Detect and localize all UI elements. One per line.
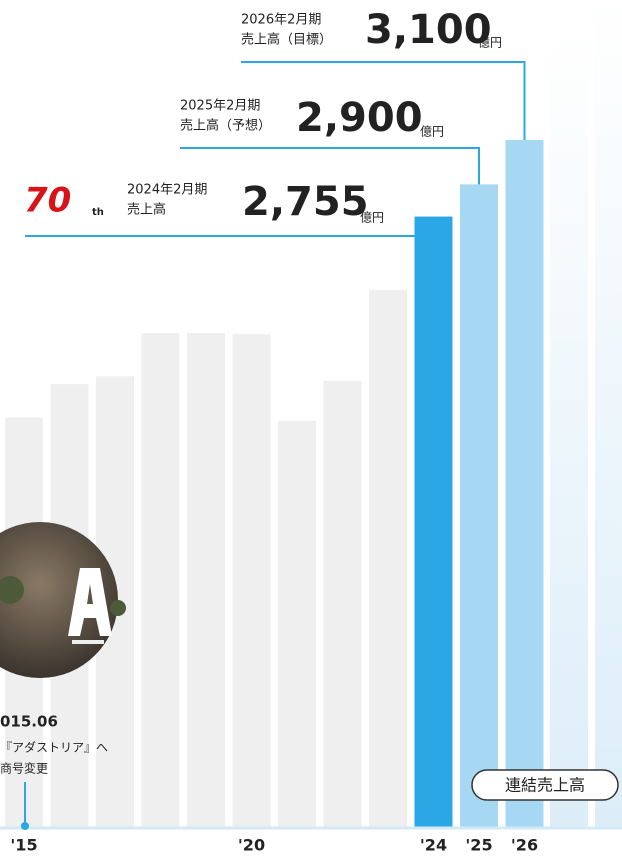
event-text: 『アダストリア』へ: [0, 740, 108, 755]
bar: [187, 333, 225, 828]
bar: [324, 381, 362, 828]
event-date: 015.06: [0, 713, 58, 731]
bar: [506, 140, 544, 828]
unit-label: 億円: [420, 125, 444, 139]
bar: [233, 334, 271, 828]
period-label: 2025年2月期: [180, 99, 260, 114]
faded-bar: [550, 30, 588, 828]
value-label: 2,755: [242, 179, 369, 225]
bar: [278, 421, 316, 828]
bar: [460, 184, 498, 828]
x-tick-label: '15: [10, 836, 37, 855]
bar: [415, 217, 453, 828]
logo-number: 70: [24, 181, 71, 221]
bar: [142, 333, 180, 828]
event-text: 商号変更: [0, 761, 48, 776]
period-label: 2024年2月期: [127, 183, 207, 198]
x-tick-label: '24: [420, 836, 447, 855]
chart: 015.06 『アダストリア』へ 商号変更 70 th 連結売上高 '15 '20…: [0, 0, 622, 859]
metric-label: 売上高: [127, 202, 166, 218]
x-tick-label: '25: [465, 836, 492, 855]
unit-label: 億円: [478, 36, 502, 50]
legend-label: 連結売上高: [505, 776, 585, 795]
unit-label: 億円: [360, 211, 384, 225]
logo-suffix: th: [92, 207, 104, 218]
period-label: 2026年2月期: [241, 13, 321, 28]
event-dot: [21, 822, 29, 830]
value-label: 3,100: [365, 7, 492, 53]
metric-label: 売上高（目標）: [241, 32, 332, 48]
faded-bar: [595, 0, 622, 828]
x-tick-label: '26: [511, 836, 538, 855]
value-label: 2,900: [296, 95, 423, 141]
metric-label: 売上高（予想）: [180, 118, 271, 134]
x-tick-label: '20: [238, 836, 265, 855]
bar: [369, 290, 407, 828]
